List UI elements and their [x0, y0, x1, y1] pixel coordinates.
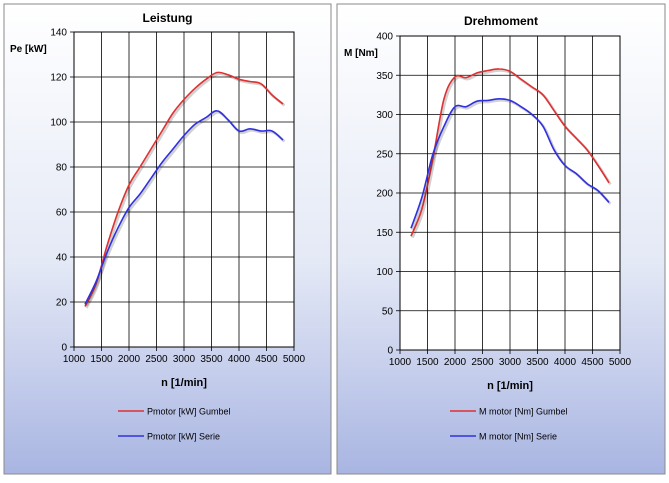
x-tick-label: 4500	[255, 354, 278, 365]
y-tick-label: 350	[376, 71, 393, 82]
x-tick-label: 4000	[554, 357, 577, 368]
y-tick-label: 400	[376, 32, 393, 43]
x-tick-label: 3500	[526, 357, 549, 368]
x-tick-label: 1500	[416, 357, 439, 368]
series-line	[84, 71, 284, 307]
x-tick-label: 1500	[90, 354, 113, 365]
x-tick-label: 4000	[228, 354, 251, 365]
x-tick-label: 3500	[200, 354, 223, 365]
y-tick-label: 80	[56, 163, 68, 174]
x-tick-label: 1000	[389, 357, 412, 368]
chart-title: Drehmoment	[464, 14, 538, 28]
y-tick-label: 120	[50, 73, 67, 84]
y-tick-label: 60	[56, 208, 68, 219]
y-tick-label: 100	[50, 118, 67, 129]
x-axis-label: n [1/min]	[487, 380, 533, 392]
y-tick-label: 200	[376, 189, 393, 200]
series-line	[84, 110, 284, 305]
chart-title: Leistung	[143, 11, 193, 25]
series-line	[410, 98, 610, 229]
x-tick-label: 5000	[283, 354, 306, 365]
legend-label: M motor [Nm] Serie	[479, 432, 557, 442]
legend-label: M motor [Nm] Gumbel	[479, 407, 568, 417]
x-axis-label: n [1/min]	[161, 377, 207, 389]
series-line	[410, 68, 610, 237]
x-tick-label: 5000	[609, 357, 632, 368]
legend-label: Pmotor [kW] Serie	[147, 432, 220, 442]
x-tick-label: 2000	[444, 357, 467, 368]
y-tick-label: 150	[376, 228, 393, 239]
x-tick-label: 1000	[63, 354, 86, 365]
series-line-shadow	[85, 111, 286, 307]
x-tick-label: 2500	[471, 357, 494, 368]
y-tick-label: 300	[376, 110, 393, 121]
y-tick-label: 0	[387, 346, 393, 357]
x-tick-label: 2000	[118, 354, 141, 365]
series-line-shadow	[85, 72, 286, 309]
x-tick-label: 4500	[581, 357, 604, 368]
x-tick-label: 3000	[499, 357, 522, 368]
y-tick-label: 100	[376, 267, 393, 278]
y-tick-label: 50	[382, 306, 394, 317]
y-axis-label: Pe [kW]	[10, 44, 47, 55]
y-tick-label: 40	[56, 253, 68, 264]
y-tick-label: 20	[56, 298, 68, 309]
y-tick-label: 250	[376, 149, 393, 160]
y-tick-label: 140	[50, 28, 67, 39]
x-tick-label: 3000	[173, 354, 196, 365]
y-tick-label: 0	[61, 343, 67, 354]
y-axis-label: M [Nm]	[344, 48, 378, 59]
legend-label: Pmotor [kW] Gumbel	[147, 407, 231, 417]
x-tick-label: 2500	[145, 354, 168, 365]
